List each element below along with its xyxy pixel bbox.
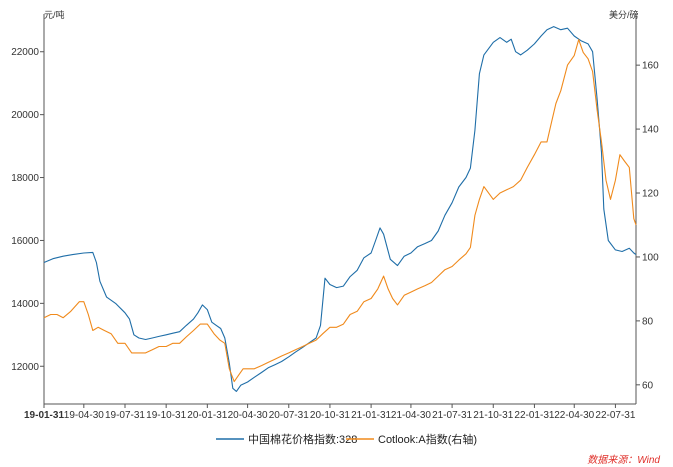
y-right-ticks: 60 80 100 120 140 160 [636, 61, 659, 391]
y-left-tick-label: 18000 [11, 173, 39, 184]
legend: 中国棉花价格指数:328 Cotlook:A指数(右轴) [216, 432, 477, 446]
y-left-tick-label: 20000 [11, 110, 39, 121]
right-axis-unit: 美分/磅 [609, 9, 639, 20]
x-tick-label: 22-07-31 [595, 410, 635, 421]
x-ticks: 19-01-31 19-04-30 19-07-31 19-10-31 20-01-31… [24, 404, 636, 421]
y-right-tick-label: 160 [642, 61, 659, 72]
y-right-tick-label: 80 [642, 316, 654, 327]
x-tick-label: 20-04-30 [228, 410, 268, 421]
y-right-tick-label: 140 [642, 125, 659, 136]
x-tick-label: 21-04-30 [391, 410, 431, 421]
x-tick-label: 20-01-31 [187, 410, 227, 421]
y-right-tick-label: 60 [642, 380, 654, 391]
x-tick-label: 21-07-31 [432, 410, 472, 421]
data-source-note: 数据来源：Wind [587, 454, 660, 466]
y-right-tick-label: 120 [642, 189, 659, 200]
y-left-tick-label: 14000 [11, 299, 39, 310]
x-tick-label: 20-10-31 [310, 410, 350, 421]
x-tick-label: 22-04-30 [554, 410, 594, 421]
series-line-cotton-index-328 [43, 26, 637, 392]
legend-label-cotton-index: 中国棉花价格指数:328 [248, 432, 357, 446]
y-left-tick-label: 12000 [11, 362, 39, 373]
legend-label-cotlook-index: Cotlook:A指数(右轴) [378, 432, 477, 446]
y-left-tick-label: 22000 [11, 47, 39, 58]
y-left-tick-label: 16000 [11, 236, 39, 247]
x-tick-label: 21-10-31 [473, 410, 513, 421]
series-line-cotlook-a-index [43, 39, 637, 383]
x-tick-label: 21-01-31 [351, 410, 391, 421]
axes [43, 14, 637, 405]
y-left-ticks: 12000 14000 16000 18000 20000 22000 [11, 47, 44, 373]
x-tick-label: 20-07-31 [269, 410, 309, 421]
y-right-tick-label: 100 [642, 252, 659, 263]
x-tick-label: 19-01-31 [24, 410, 64, 421]
x-tick-label: 19-07-31 [105, 410, 145, 421]
left-axis-unit: 元/吨 [44, 9, 65, 20]
x-tick-label: 19-04-30 [64, 410, 104, 421]
x-tick-label: 19-10-31 [146, 410, 186, 421]
x-tick-label: 22-01-31 [514, 410, 554, 421]
